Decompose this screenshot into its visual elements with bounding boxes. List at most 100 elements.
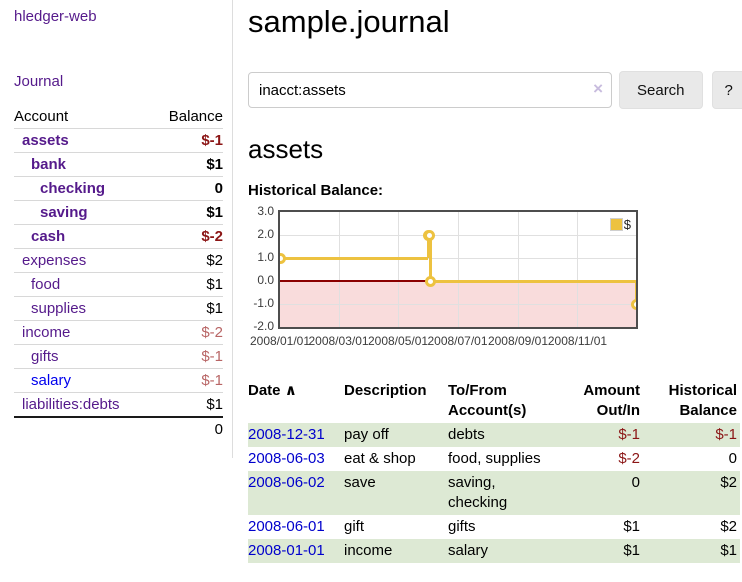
search-form: × Search ?: [248, 71, 742, 109]
account-link-bank[interactable]: bank: [31, 156, 67, 173]
transaction-balance: $1: [720, 542, 737, 559]
account-link-food[interactable]: food: [31, 276, 61, 293]
accounts-total: 0: [14, 416, 223, 442]
account-link-salary[interactable]: salary: [31, 372, 72, 389]
transaction-accounts: gifts: [448, 518, 476, 535]
transaction-amount: $1: [623, 542, 640, 559]
account-link-supplies[interactable]: supplies: [31, 300, 87, 317]
accounts-table: Account Balance assets $-1 bank $1 check…: [14, 105, 223, 442]
gridline: [398, 212, 399, 327]
register-row: 2008-06-03 eat & shop food, supplies $-2…: [248, 447, 740, 471]
account-link-cash[interactable]: cash: [31, 228, 66, 245]
account-balance: $1: [206, 204, 223, 221]
clear-search-icon[interactable]: ×: [593, 79, 603, 98]
y-tick-label: 3.0: [257, 204, 274, 218]
transaction-date-link[interactable]: 2008-06-03: [248, 450, 325, 467]
register-row: 2008-12-31 pay off debts $-1 $-1: [248, 423, 740, 447]
x-tick-label: 2008/07/01: [427, 334, 488, 348]
account-balance: $-1: [201, 132, 223, 149]
account-row-salary: salary $-1: [14, 369, 223, 393]
register-header-row: Date ∧ Description To/From Account(s) Am…: [248, 379, 740, 423]
transaction-amount: 0: [631, 474, 640, 491]
account-link-liabilities-debts[interactable]: liabilities:debts: [22, 396, 120, 413]
transaction-description: eat & shop: [344, 450, 416, 467]
y-tick-label: -2.0: [253, 319, 274, 333]
amount-column-header: Amount Out/In: [583, 382, 640, 419]
register-table: Date ∧ Description To/From Account(s) Am…: [248, 379, 740, 563]
sort-asc-icon: ∧: [284, 382, 297, 399]
search-button[interactable]: Search: [619, 71, 703, 109]
balance-chart: $ 3.0 2.0 1.0 0.0 -1.0 -2.0 2008/01/01 2008/03/…: [248, 204, 740, 352]
account-row-saving: saving $1: [14, 201, 223, 225]
account-row-liabilities-debts: liabilities:debts $1: [14, 393, 223, 416]
balance-column-header: Balance: [168, 108, 223, 125]
account-balance: $-2: [201, 324, 223, 341]
legend-label: $: [623, 217, 631, 232]
register-row: 2008-01-01 income salary $1 $1: [248, 539, 740, 563]
account-row-income: income $-2: [14, 321, 223, 345]
chart-title: Historical Balance:: [248, 182, 384, 199]
account-balance: $1: [206, 396, 223, 413]
account-link-saving[interactable]: saving: [40, 204, 88, 221]
x-tick-label: 2008/05/01: [367, 334, 429, 348]
x-tick-label: 2008/09/01: [487, 334, 548, 348]
gridline: [458, 212, 459, 327]
account-column-header: Account: [14, 108, 69, 125]
transaction-accounts: saving, checking: [448, 474, 508, 511]
transaction-amount: $-2: [618, 450, 640, 467]
account-balance: $1: [206, 276, 223, 293]
transaction-accounts: food, supplies: [448, 450, 541, 467]
account-row-checking: checking 0: [14, 177, 223, 201]
legend-swatch: [609, 218, 623, 231]
transaction-balance: 0: [728, 450, 737, 467]
account-link-gifts[interactable]: gifts: [31, 348, 59, 365]
transaction-balance: $2: [720, 474, 737, 491]
account-balance: $-1: [201, 348, 223, 365]
account-link-assets[interactable]: assets: [22, 132, 69, 149]
register-row: 2008-06-02 save saving, checking 0 $2: [248, 471, 740, 515]
accounts-table-header: Account Balance: [14, 105, 223, 129]
description-column-header: Description: [344, 382, 427, 399]
account-row-food: food $1: [14, 273, 223, 297]
accounts-column-header: To/From Account(s): [448, 382, 527, 419]
data-point-marker: [423, 229, 435, 241]
transaction-description: gift: [344, 518, 365, 535]
gridline: [518, 212, 519, 327]
transaction-date-link[interactable]: 2008-12-31: [248, 426, 325, 443]
page-title: sample.journal: [248, 4, 450, 39]
transaction-amount: $-1: [618, 426, 640, 443]
gridline: [577, 212, 578, 327]
transaction-date-link[interactable]: 2008-06-02: [248, 474, 325, 491]
transaction-description: income: [344, 542, 393, 559]
transaction-date-link[interactable]: 2008-01-01: [248, 542, 325, 559]
transaction-balance: $2: [720, 518, 737, 535]
gridline: [339, 212, 340, 327]
series-segment: [429, 235, 433, 281]
transaction-accounts: salary: [448, 542, 489, 559]
data-point-marker: [630, 298, 636, 310]
app-title-link[interactable]: hledger-web: [14, 8, 97, 25]
account-link-checking[interactable]: checking: [40, 180, 106, 197]
series-segment: [427, 235, 431, 258]
register-row: 2008-06-01 gift gifts $1 $2: [248, 515, 740, 539]
transaction-date-link[interactable]: 2008-06-01: [248, 518, 325, 535]
date-column-header[interactable]: Date ∧: [248, 382, 297, 399]
help-button[interactable]: ?: [711, 71, 742, 109]
chart-plot: $: [278, 210, 638, 329]
search-input[interactable]: [248, 72, 612, 108]
x-tick-label: 2008/11/01: [547, 334, 608, 348]
account-link-expenses[interactable]: expenses: [22, 252, 87, 269]
account-balance: $1: [206, 300, 223, 317]
data-point-marker: [424, 275, 436, 287]
account-balance: $-1: [201, 372, 223, 389]
account-row-cash: cash $-2: [14, 225, 223, 249]
series-segment: [280, 257, 429, 260]
sidebar: hledger-web Journal Account Balance asse…: [0, 0, 233, 458]
series-segment: [430, 280, 636, 283]
sidebar-item-journal[interactable]: Journal: [14, 73, 64, 90]
main-content: sample.journal × Search ? assets Histori…: [248, 0, 742, 563]
transaction-amount: $1: [623, 518, 640, 535]
balance-column-header: Historical Balance: [668, 382, 737, 419]
account-row-expenses: expenses $2: [14, 249, 223, 273]
account-link-income[interactable]: income: [22, 324, 71, 341]
